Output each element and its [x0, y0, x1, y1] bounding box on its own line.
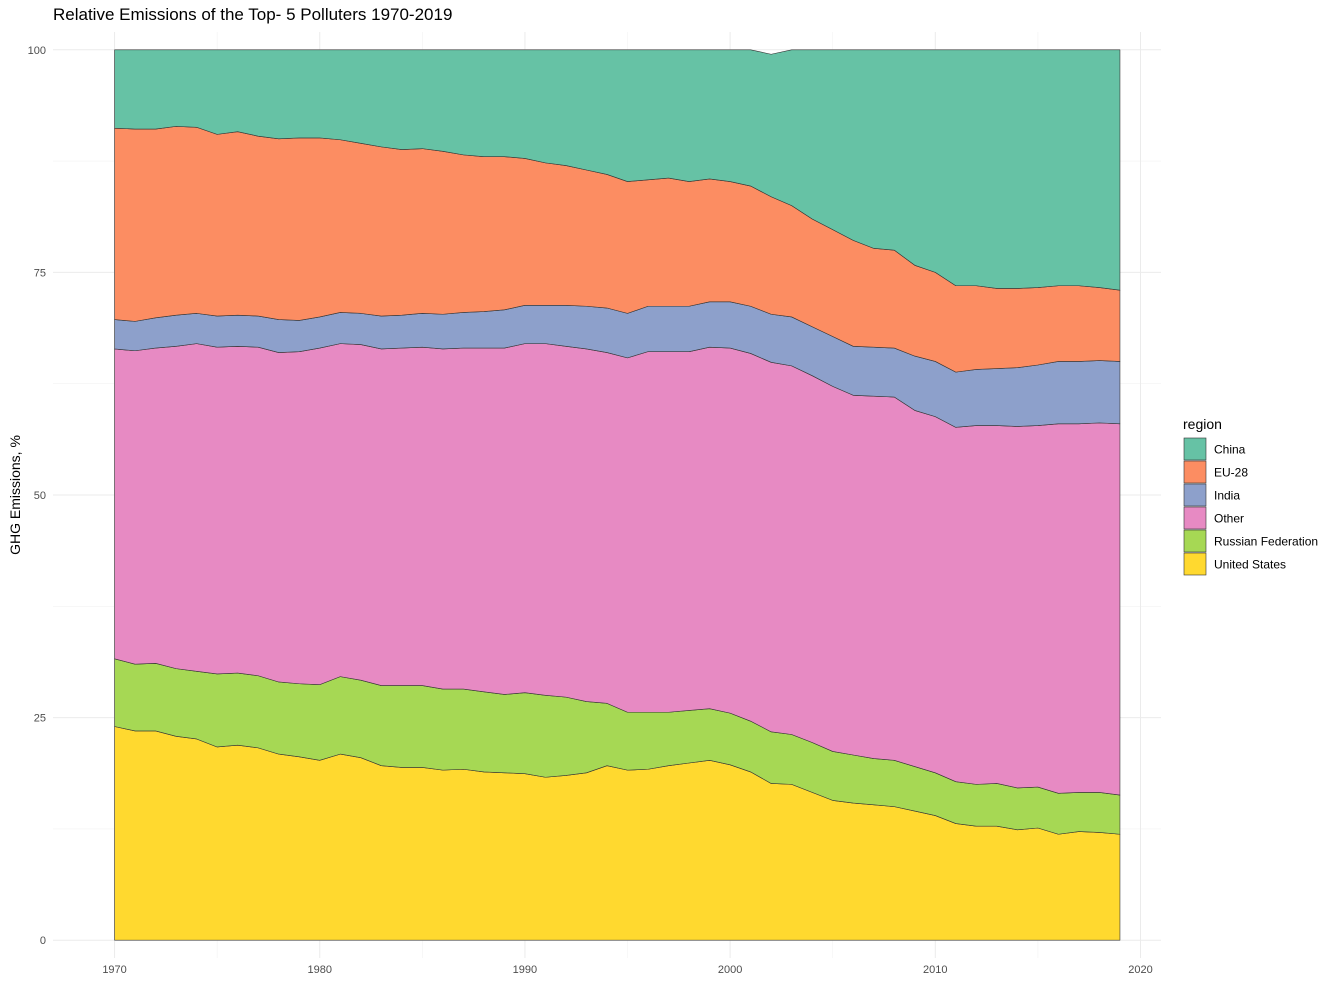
legend-label: China [1214, 443, 1246, 457]
y-axis-title: GHG Emissions, % [7, 435, 23, 555]
legend-label: EU-28 [1214, 466, 1248, 480]
legend-label: India [1214, 489, 1240, 503]
x-tick-label: 1980 [307, 964, 331, 976]
legend: region China EU-28 India Other Russian Feder… [1183, 416, 1318, 576]
stacked-areas [114, 49, 1121, 941]
legend-item: EU-28 [1183, 460, 1248, 484]
legend-swatch [1183, 552, 1207, 576]
y-tick-label: 50 [34, 490, 46, 502]
y-tick-label: 75 [34, 267, 46, 279]
x-tick-label: 1990 [513, 964, 537, 976]
legend-title: region [1183, 416, 1222, 432]
legend-swatch [1183, 483, 1207, 507]
legend-swatch [1183, 506, 1207, 530]
legend-swatch [1183, 460, 1207, 484]
x-tick-label: 2020 [1128, 964, 1152, 976]
legend-item: Other [1183, 506, 1244, 530]
x-axis-ticks: 1970 1980 1990 2000 2010 2020 [102, 964, 1152, 976]
legend-label: United States [1214, 558, 1286, 572]
area-china [114, 49, 1121, 291]
legend-item: India [1183, 483, 1240, 507]
y-tick-label: 0 [40, 935, 46, 947]
legend-swatch [1183, 529, 1207, 553]
legend-item: United States [1183, 552, 1286, 576]
y-axis-ticks: 0 25 50 75 100 [28, 45, 46, 947]
x-tick-label: 2010 [923, 964, 947, 976]
legend-label: Russian Federation [1214, 535, 1318, 549]
chart-title: Relative Emissions of the Top- 5 Pollute… [53, 5, 453, 24]
legend-swatch [1183, 437, 1207, 461]
legend-item: Russian Federation [1183, 529, 1318, 553]
y-tick-label: 100 [28, 45, 46, 57]
x-tick-label: 2000 [718, 964, 742, 976]
y-tick-label: 25 [34, 713, 46, 725]
x-tick-label: 1970 [102, 964, 126, 976]
legend-items: China EU-28 India Other Russian Federation Un… [1183, 437, 1318, 576]
legend-item: China [1183, 437, 1246, 461]
legend-label: Other [1214, 512, 1244, 526]
